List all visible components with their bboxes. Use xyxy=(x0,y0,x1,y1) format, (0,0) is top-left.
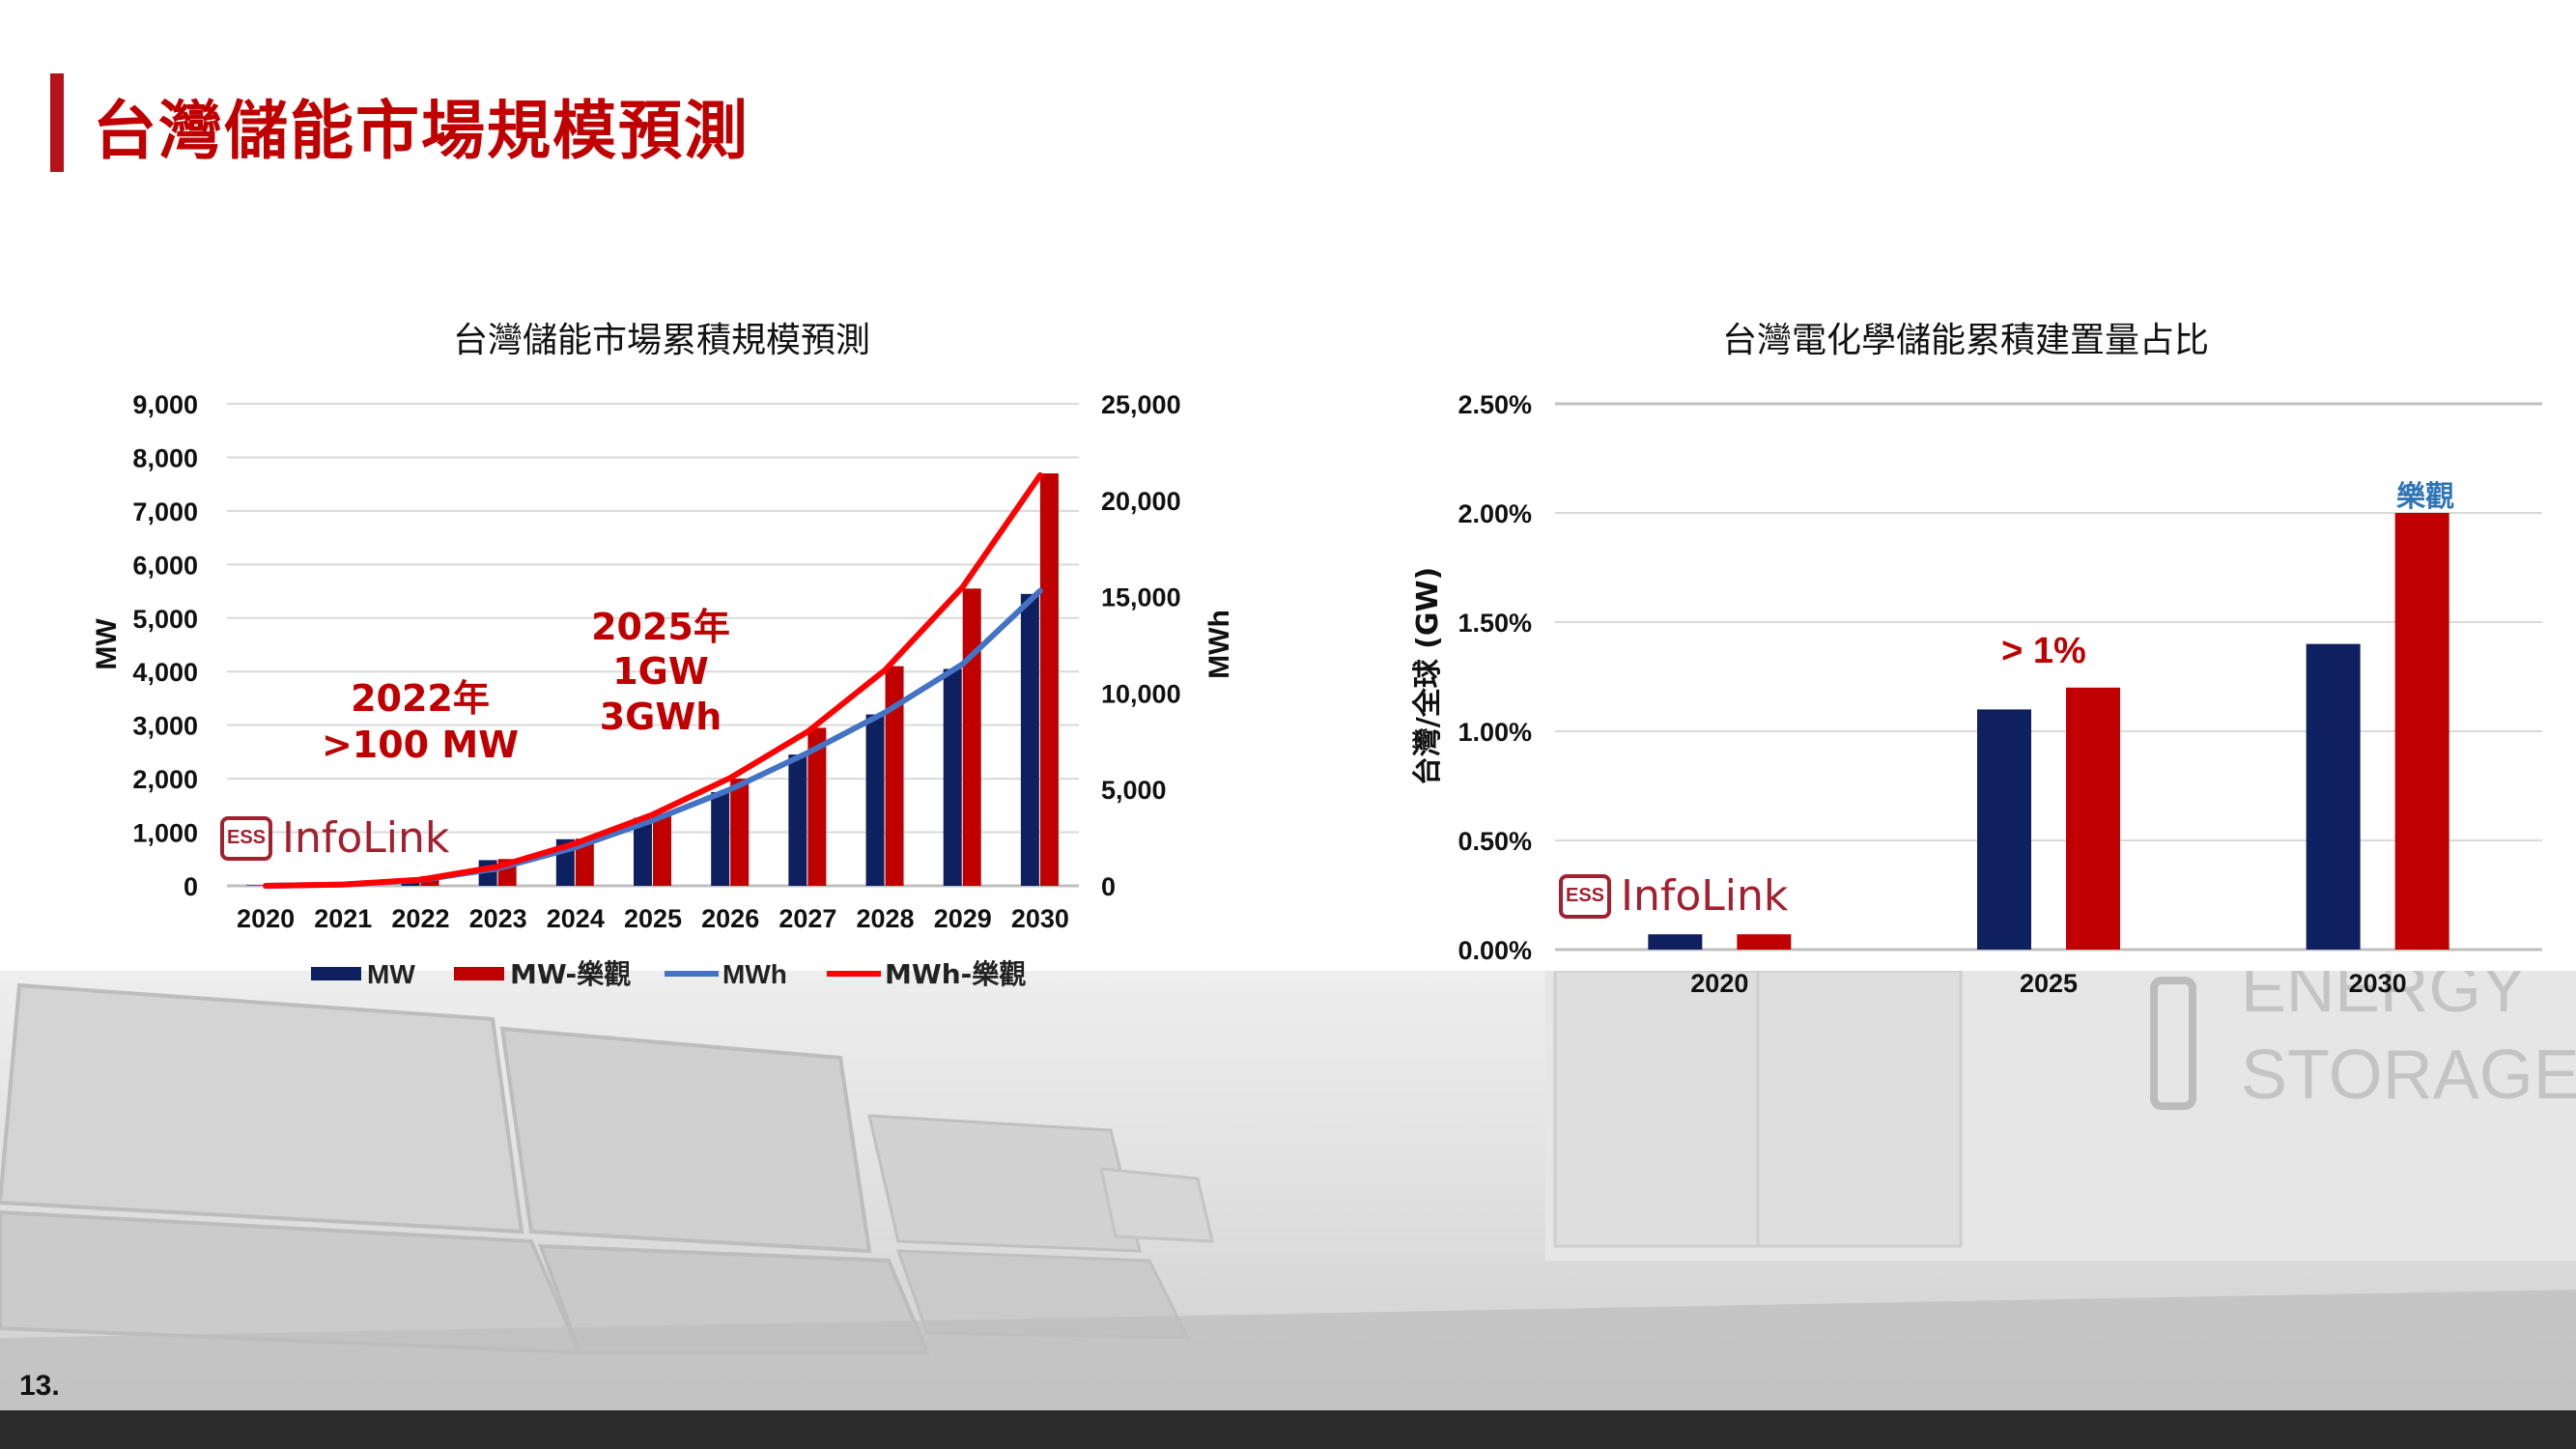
chart1-y2-tick-label: 5,000 xyxy=(1101,776,1167,805)
chart2-bar xyxy=(1648,934,1703,950)
chart1-series-line xyxy=(263,471,1043,889)
chart1-bar xyxy=(634,817,652,886)
chart1-x-tick-label: 2023 xyxy=(469,904,527,933)
slide-number: 13. xyxy=(19,1370,60,1402)
chart1-y-tick-label: 8,000 xyxy=(132,443,198,472)
chart1-annotation-2022: 2022年 >100 MW xyxy=(322,677,519,766)
chart1-bar xyxy=(788,754,807,886)
chart2-y-tick-label: 0.00% xyxy=(1458,936,1532,965)
chart1-bar xyxy=(711,791,730,886)
chart2-x-tick-label: 2020 xyxy=(1690,969,1748,998)
legend-label-mw-optimistic: MW-樂觀 xyxy=(510,958,631,990)
chart2-bar xyxy=(1977,709,2031,950)
annotation-2025-line2: 1GW xyxy=(612,650,709,693)
chart2-bar xyxy=(2394,513,2449,950)
chart1-y2-tick-label: 20,000 xyxy=(1101,487,1181,516)
chart1-bar xyxy=(653,814,671,886)
legend-swatch-mw xyxy=(311,967,361,980)
chart1-bar xyxy=(575,838,594,886)
chart1-title: 台灣儲能市場累積規模預測 xyxy=(453,321,870,360)
chart1-bar xyxy=(1039,473,1059,886)
chart2-y-tick-label: 0.50% xyxy=(1458,827,1532,856)
chart2-y-tick-label: 2.00% xyxy=(1458,499,1532,528)
background-word-storage: STORAGE xyxy=(2241,1037,2576,1114)
chart2-annotation-over-1pct: > 1% xyxy=(2001,631,2086,671)
chart2-y-tick-label: 2.50% xyxy=(1458,390,1532,419)
title-accent-bar xyxy=(50,73,64,172)
chart1-y-tick-label: 3,000 xyxy=(132,712,198,741)
annotation-2025-line1: 2025年 xyxy=(591,606,730,648)
background-illustration: ENERGY STORAGE xyxy=(0,971,2576,1410)
chart1-x-tick-label: 2020 xyxy=(237,904,295,933)
background-photo: ENERGY STORAGE xyxy=(0,971,2576,1410)
chart1-x-tick-label: 2022 xyxy=(391,904,449,933)
chart1-y-tick-label: 7,000 xyxy=(132,497,198,526)
chart1-x-tick-label: 2026 xyxy=(701,904,759,933)
chart2-x-tick-label: 2030 xyxy=(2349,969,2407,998)
chart1-y-tick-label: 9,000 xyxy=(132,390,198,419)
chart1-bar xyxy=(1020,593,1039,886)
chart1-y-tick-label: 4,000 xyxy=(132,658,198,687)
page-title: 台灣儲能市場規模預測 xyxy=(93,94,750,168)
chart1-x-tick-label: 2027 xyxy=(778,904,836,933)
chart2-x-tick-label: 2025 xyxy=(2020,969,2078,998)
chart1-y-tick-label: 6,000 xyxy=(132,551,198,580)
infolink-logo-right: ESS InfoLink xyxy=(1559,871,1788,921)
background-word-energy: ENERGY xyxy=(2241,971,2527,1026)
chart1-y2-tick-label: 0 xyxy=(1101,872,1116,901)
chart1-y2-axis-label: MWh xyxy=(1203,610,1235,679)
annotation-2022-line2: >100 MW xyxy=(322,724,519,766)
chart1-x-tick-label: 2021 xyxy=(314,904,372,933)
chart1-y-tick-label: 2,000 xyxy=(132,765,198,794)
chart1-y-tick-label: 1,000 xyxy=(132,819,198,848)
chart2-annotation-optimistic: 樂觀 xyxy=(2396,480,2454,514)
chart1-bar xyxy=(943,668,962,886)
annotation-2025-line3: 3GWh xyxy=(600,696,722,738)
chart1-x-tick-label: 2028 xyxy=(857,904,915,933)
infolink-logo-left: ESS InfoLink xyxy=(220,813,449,863)
legend-swatch-mw-optimistic xyxy=(454,967,504,980)
legend-label-mwh-optimistic: MWh-樂觀 xyxy=(885,958,1026,990)
chart2-bar xyxy=(2066,687,2120,950)
chart2-y-tick-label: 1.00% xyxy=(1458,718,1532,747)
chart1-x-tick-label: 2029 xyxy=(934,904,992,933)
chart1-y-axis-label: MW xyxy=(91,618,123,670)
ess-badge: ESS xyxy=(220,815,272,861)
infolink-wordmark: InfoLink xyxy=(1621,871,1789,921)
chart1-y2-tick-label: 10,000 xyxy=(1101,679,1181,708)
legend-label-mw: MW xyxy=(367,959,415,989)
chart2-bar xyxy=(2306,643,2361,950)
chart2-y-tick-label: 1.50% xyxy=(1458,609,1532,638)
chart1-x-tick-label: 2024 xyxy=(547,904,605,933)
chart1-y-tick-label: 0 xyxy=(184,872,198,901)
annotation-2022-line1: 2022年 xyxy=(351,677,490,720)
legend-label-mwh: MWh xyxy=(722,959,787,989)
ess-badge: ESS xyxy=(1559,873,1611,919)
footer-bar xyxy=(0,1410,2576,1449)
infolink-wordmark: InfoLink xyxy=(282,813,450,863)
chart1-legend: MW MW-樂觀 MWh MWh-樂觀 xyxy=(311,958,1026,990)
chart1-y-tick-label: 5,000 xyxy=(132,605,198,634)
chart1-bar xyxy=(865,714,885,886)
chart1-x-tick-label: 2025 xyxy=(624,904,682,933)
chart2-title: 台灣電化學儲能累積建置量占比 xyxy=(1722,321,2209,360)
chart1-bar xyxy=(885,666,904,886)
chart1-y2-tick-label: 25,000 xyxy=(1101,390,1181,419)
chart2-y-axis-label: 台灣/全球 (GW) xyxy=(1411,567,1445,786)
chart1-x-tick-label: 2030 xyxy=(1011,904,1069,933)
chart1-bar xyxy=(246,885,266,886)
chart1-bar xyxy=(807,727,827,886)
chart1-y2-tick-label: 15,000 xyxy=(1101,583,1181,612)
chart2-bar xyxy=(1737,934,1792,950)
chart1-annotation-2025: 2025年 1GW 3GWh xyxy=(591,606,730,738)
chart1-bar xyxy=(730,779,750,886)
